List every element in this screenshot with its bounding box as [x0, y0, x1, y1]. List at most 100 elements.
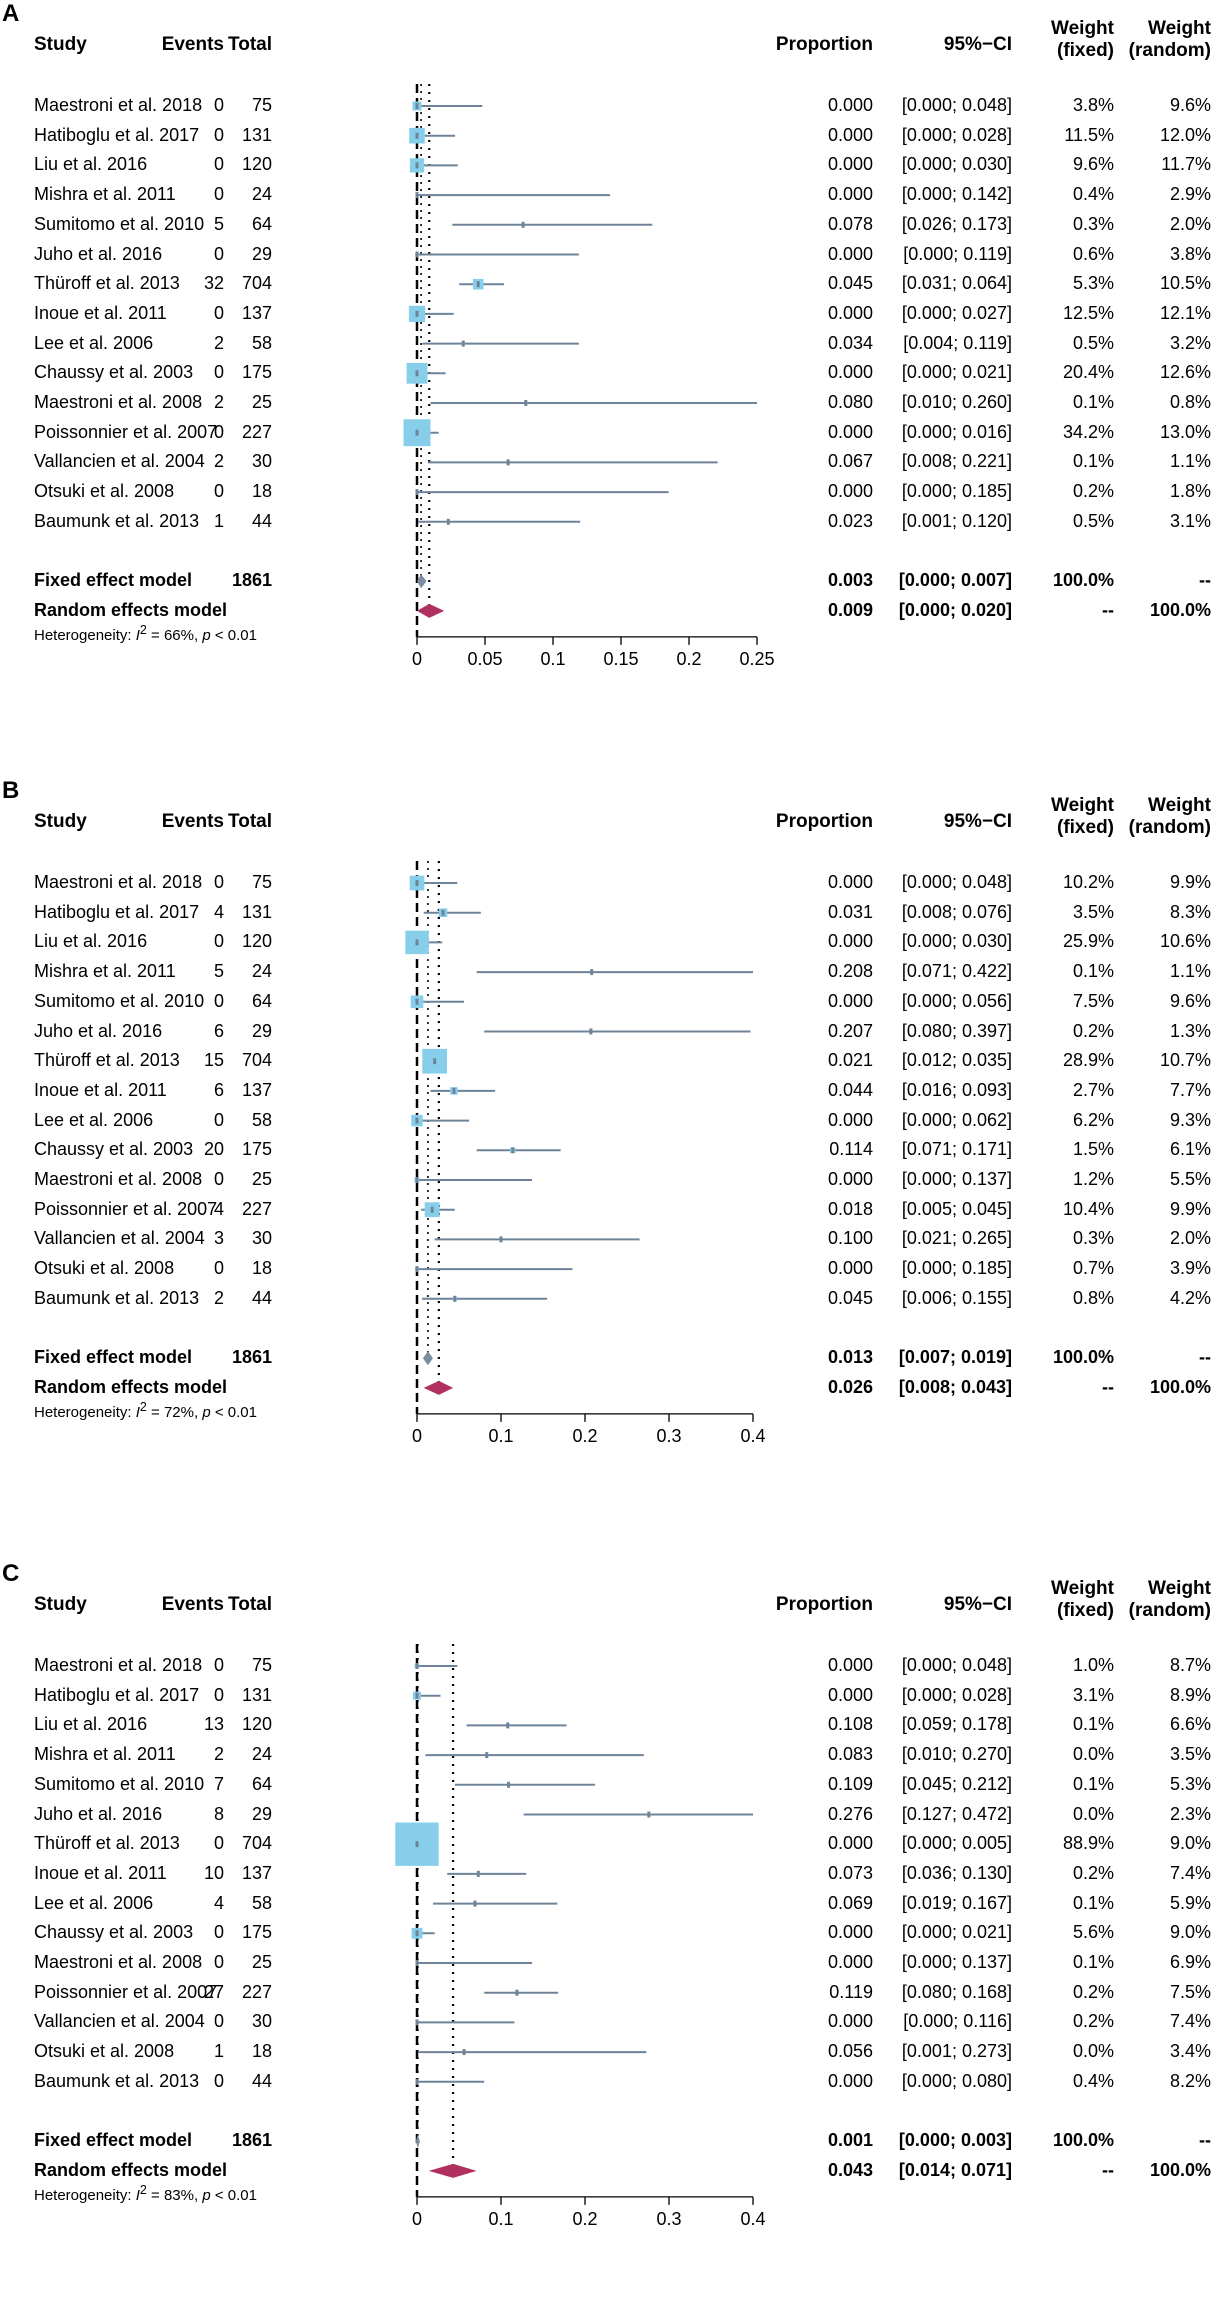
study-events: 2	[213, 1744, 224, 1765]
study-name: Juho et al. 2016	[34, 1020, 163, 1041]
study-proportion: 0.069	[827, 1892, 873, 1913]
study-weight-random: 10.7%	[1159, 1050, 1211, 1071]
study-proportion: 0.000	[827, 1169, 873, 1189]
study-weight-random: 1.3%	[1169, 1020, 1211, 1041]
x-tick-label: 0.2	[572, 1425, 598, 1446]
study-ci: [0.010; 0.260]	[901, 392, 1012, 412]
header-weight-random-top: Weight	[1148, 1578, 1211, 1599]
study-proportion: 0.073	[827, 1862, 873, 1883]
study-name: Maestroni et al. 2018	[34, 872, 203, 892]
het-sup: 2	[139, 622, 147, 637]
study-ci: [0.059; 0.178]	[901, 1714, 1012, 1735]
study-ci: [0.000; 0.048]	[901, 872, 1012, 892]
study-weight-random: 3.9%	[1169, 1258, 1211, 1279]
study-name: Maestroni et al. 2018	[34, 95, 203, 115]
study-proportion: 0.000	[827, 1952, 873, 1972]
random-effects-ci: [0.000; 0.020]	[898, 599, 1012, 620]
study-ci: [0.036; 0.130]	[901, 1862, 1012, 1883]
study-name: Poissonnier et al. 2007	[34, 1981, 218, 2002]
study-events: 0	[213, 481, 224, 502]
panel-label: A	[2, 0, 20, 27]
study-name: Lee et al. 2006	[34, 332, 154, 353]
study-name: Inoue et al. 2011	[34, 1079, 167, 1100]
het-value: = 66%,	[146, 626, 203, 644]
study-weight-fixed: 0.2%	[1072, 1981, 1114, 2002]
study-weight-random: 12.6%	[1159, 362, 1211, 383]
study-total: 18	[251, 2041, 272, 2062]
study-name: Maestroni et al. 2018	[34, 1655, 203, 1675]
study-weight-fixed: 1.5%	[1072, 1139, 1114, 1160]
study-events: 4	[213, 901, 224, 922]
study-ci: [0.071; 0.171]	[901, 1139, 1012, 1160]
study-total: 704	[241, 1050, 272, 1071]
het-prefix: Heterogeneity:	[34, 2186, 136, 2204]
study-weight-random: 8.7%	[1169, 1655, 1211, 1675]
study-weight-random: 6.6%	[1169, 1714, 1211, 1735]
panel-label: C	[2, 1560, 20, 1587]
header-total: Total	[228, 811, 272, 832]
study-total: 120	[241, 931, 272, 952]
study-total: 44	[251, 2070, 272, 2091]
study-weight-random: 0.8%	[1169, 392, 1211, 412]
study-events: 0	[213, 1655, 224, 1675]
study-proportion: 0.119	[829, 1981, 873, 2002]
x-tick-label: 0.2	[572, 2208, 598, 2229]
study-weight-random: 3.1%	[1169, 510, 1211, 531]
study-ci: [0.000; 0.137]	[901, 1169, 1012, 1189]
study-name: Poissonnier et al. 2007	[34, 1198, 218, 1219]
study-name: Chaussy et al. 2003	[34, 362, 194, 383]
study-weight-random: 9.3%	[1169, 1109, 1211, 1130]
study-total: 44	[251, 510, 272, 531]
fixed-effect-proportion: 0.013	[827, 1347, 873, 1368]
header-weight-fixed-top: Weight	[1051, 18, 1114, 39]
study-weight-fixed: 12.5%	[1062, 302, 1114, 323]
x-tick-label: 0	[411, 1425, 422, 1446]
study-name: Mishra et al. 2011	[34, 184, 176, 205]
study-total: 120	[241, 154, 272, 175]
header-total: Total	[228, 34, 272, 55]
header-study: Study	[34, 811, 87, 832]
het-p: p	[202, 1403, 211, 1421]
header-proportion: Proportion	[775, 1594, 873, 1615]
fixed-effect-label: Fixed effect model	[34, 1347, 193, 1368]
study-name: Sumitomo et al. 2010	[34, 1773, 205, 1794]
heterogeneity-note: Heterogeneity: I2 = 83%, p < 0.01	[34, 2183, 257, 2204]
study-ci: [0.000; 0.185]	[901, 1258, 1012, 1279]
study-total: 30	[251, 1228, 272, 1249]
study-total: 75	[251, 95, 272, 115]
study-weight-random: 2.0%	[1169, 1228, 1211, 1249]
header-proportion: Proportion	[775, 34, 873, 55]
study-events: 1	[213, 510, 224, 531]
study-weight-random: 9.6%	[1169, 990, 1211, 1011]
het-value: = 72%,	[146, 1403, 203, 1421]
fixed-effect-proportion: 0.003	[827, 570, 873, 591]
study-total: 18	[251, 481, 272, 502]
study-weight-fixed: 3.1%	[1072, 1684, 1114, 1705]
study-proportion: 0.000	[827, 1655, 873, 1675]
study-weight-fixed: 34.2%	[1062, 421, 1114, 442]
study-ci: [0.021; 0.265]	[901, 1228, 1012, 1249]
study-proportion: 0.000	[827, 1833, 873, 1854]
header-events: Events	[161, 811, 224, 832]
study-weight-fixed: 0.5%	[1072, 332, 1114, 353]
header-weight-fixed-top: Weight	[1051, 1578, 1114, 1599]
study-total: 29	[251, 243, 272, 264]
x-tick-label: 0.05	[467, 648, 503, 669]
fixed-effect-weight-fixed: 100.0%	[1052, 2130, 1114, 2151]
study-total: 44	[251, 1287, 272, 1308]
study-weight-fixed: 0.2%	[1072, 1020, 1114, 1041]
study-name: Vallancien et al. 2004	[34, 1228, 205, 1249]
study-proportion: 0.044	[827, 1079, 873, 1100]
study-total: 131	[241, 124, 272, 145]
study-total: 58	[251, 332, 272, 353]
het-i: I	[135, 1403, 140, 1421]
het-p: p	[202, 2186, 211, 2204]
header-weight-fixed-top: Weight	[1051, 795, 1114, 816]
study-ci: [0.000; 0.016]	[901, 421, 1012, 442]
study-proportion: 0.100	[827, 1228, 873, 1249]
study-ci: [0.127; 0.472]	[901, 1803, 1012, 1824]
study-proportion: 0.000	[827, 872, 873, 892]
study-events: 5	[213, 213, 224, 234]
header-ci: 95%−CI	[943, 1594, 1012, 1615]
study-events: 20	[203, 1139, 224, 1160]
